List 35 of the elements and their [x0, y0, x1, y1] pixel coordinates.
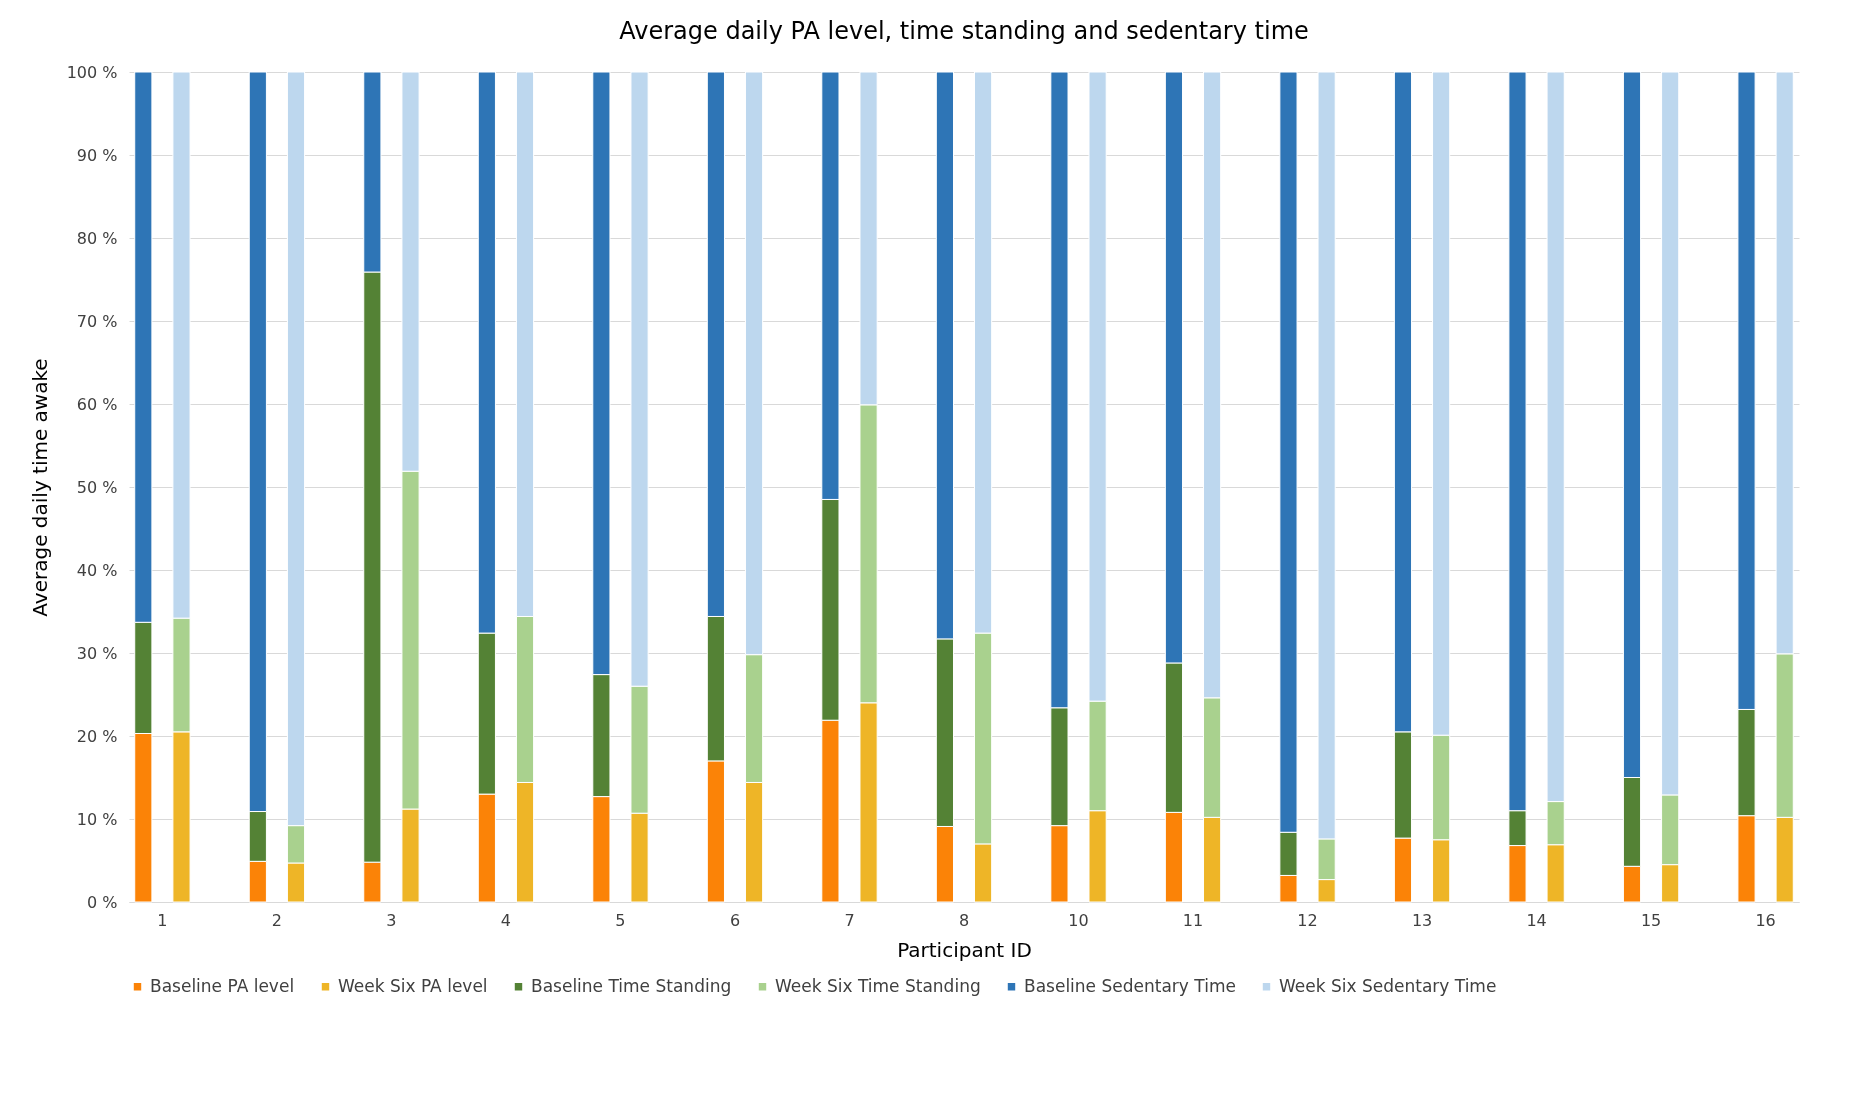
- legend-label: Week Six Sedentary Time: [1279, 975, 1497, 996]
- x-tick-label: 8: [958, 910, 970, 930]
- x-tick-label: 5: [615, 910, 626, 930]
- y-tick-label: 90 %: [76, 145, 118, 165]
- y-tick-label: 100 %: [66, 62, 118, 82]
- legend-label: Baseline Time Standing: [531, 975, 732, 996]
- y-tick-label: 60 %: [76, 394, 118, 414]
- y-tick-label: 30 %: [76, 643, 118, 663]
- x-axis-title: Participant ID: [897, 937, 1032, 962]
- y-axis-title: Average daily time awake: [27, 358, 52, 617]
- y-tick-label: 70 %: [76, 311, 118, 331]
- x-tick-label: 3: [386, 910, 397, 930]
- y-tick-label: 50 %: [76, 477, 118, 497]
- x-tick-label: 13: [1411, 910, 1433, 930]
- x-tick-label: 2: [271, 910, 283, 930]
- x-tick-label: 14: [1526, 910, 1547, 930]
- chart-title: Average daily PA level, time standing and sedentary time: [619, 17, 1309, 45]
- y-tick-label: 0 %: [87, 892, 118, 912]
- x-tick-label: 4: [500, 910, 512, 930]
- x-tick-label: 16: [1755, 910, 1776, 930]
- x-tick-label: 10: [1068, 910, 1089, 930]
- x-tick-label: 6: [729, 910, 741, 930]
- legend-label: Week Six PA level: [338, 975, 488, 996]
- y-tick-label: 20 %: [76, 726, 118, 746]
- x-tick-label: 15: [1640, 910, 1662, 930]
- legend-label: Baseline PA level: [150, 975, 295, 996]
- y-tick-label: 10 %: [76, 809, 118, 829]
- legend-label: Week Six Time Standing: [775, 975, 981, 996]
- y-tick-label: 80 %: [76, 228, 118, 248]
- y-tick-label: 40 %: [76, 560, 118, 580]
- x-tick-label: 11: [1182, 910, 1204, 930]
- legend-label: Baseline Sedentary Time: [1024, 975, 1236, 996]
- x-tick-label: 1: [157, 910, 168, 930]
- x-tick-label: 7: [844, 910, 855, 930]
- x-tick-label: 12: [1297, 910, 1318, 930]
